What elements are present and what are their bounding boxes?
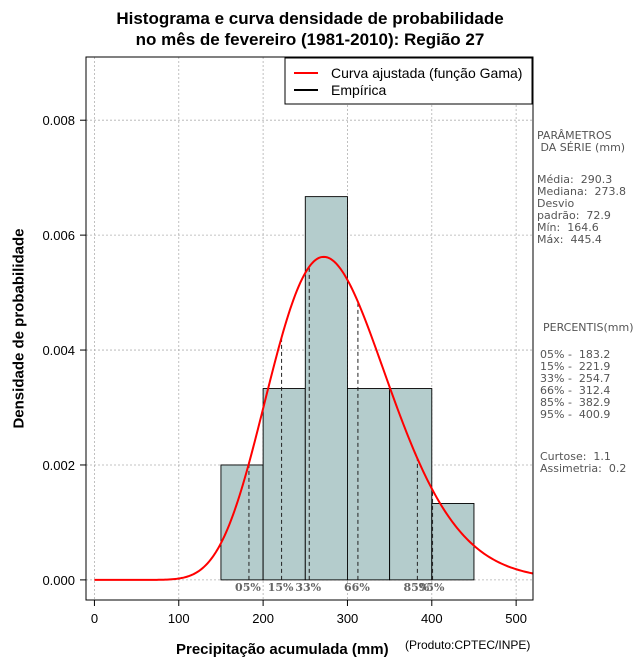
histogram-bar <box>431 503 475 581</box>
gamma-curve <box>94 255 534 581</box>
percentile-label: 33% <box>295 581 321 594</box>
legend-label: Curva ajustada (função Gama) <box>331 65 522 81</box>
chart-subtitle: no mês de fevereiro (1981-2010): Região … <box>135 30 485 49</box>
percentile-label: 66% <box>344 581 370 594</box>
x-tick-label: 0 <box>91 611 98 626</box>
legend-box <box>284 57 533 105</box>
y-axis-label: Densidade de probabilidade <box>10 228 28 429</box>
histogram-bar <box>389 388 433 581</box>
y-tick-label: 0.000 <box>42 573 75 588</box>
y-tick-label: 0.008 <box>42 113 75 128</box>
y-tick-label: 0.002 <box>42 458 75 473</box>
percentis-values: 05% - 183.2 15% - 221.9 33% - 254.7 66% … <box>540 348 611 421</box>
x-tick-label: 400 <box>421 611 443 626</box>
x-tick-label: 500 <box>505 611 527 626</box>
shape-stats: Curtose: 1.1 Assimetria: 0.2 <box>540 450 627 475</box>
y-tick-label: 0.004 <box>42 343 75 358</box>
parametros-title: PARÂMETROS DA SÉRIE (mm) <box>537 129 626 154</box>
histogram-bar <box>220 464 264 581</box>
plot-frame <box>85 56 534 601</box>
x-axis-label: Precipitação acumulada (mm) <box>176 641 389 658</box>
percentile-label: 95% <box>419 581 445 594</box>
histogram-bar <box>262 388 306 581</box>
x-tick-label: 200 <box>252 611 274 626</box>
percentis-title: PERCENTIS(mm) <box>543 321 634 334</box>
x-tick-label: 300 <box>337 611 359 626</box>
legend-label: Empírica <box>331 82 386 98</box>
percentile-label: 05% <box>235 581 261 594</box>
parametros-values: Média: 290.3 Mediana: 273.8 Desvio padrã… <box>537 173 626 246</box>
percentile-label: 85% <box>403 581 429 594</box>
percentile-label: 15% <box>268 581 294 594</box>
y-tick-label: 0.006 <box>42 228 75 243</box>
x-tick-label: 100 <box>168 611 190 626</box>
histogram-bar <box>347 388 391 581</box>
chart-title: Histograma e curva densidade de probabil… <box>116 9 504 28</box>
product-credit: (Produto:CPTEC/INPE) <box>405 638 531 652</box>
histogram-bar <box>304 196 348 581</box>
